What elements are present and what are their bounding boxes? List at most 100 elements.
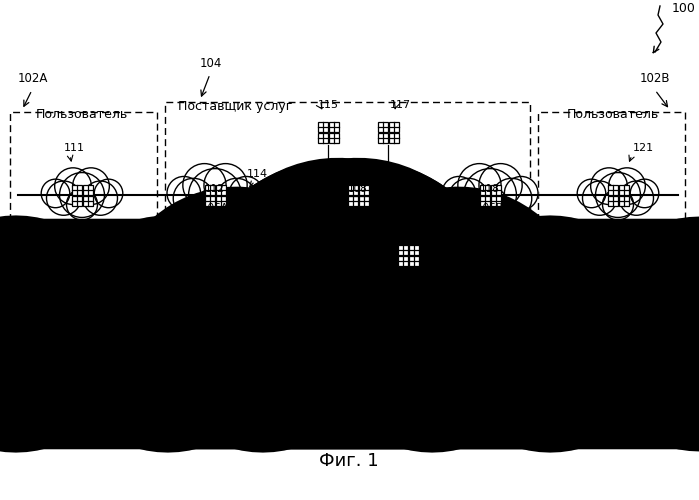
- Text: 117: 117: [390, 100, 411, 110]
- Circle shape: [217, 178, 257, 218]
- Text: Доступ: Доступ: [192, 228, 238, 241]
- Bar: [607, 184, 617, 194]
- Text: Домен
оператора: Домен оператора: [193, 338, 255, 360]
- Text: 121: 121: [633, 143, 654, 153]
- Bar: [398, 256, 408, 266]
- Bar: [329, 122, 338, 132]
- Text: 100: 100: [672, 2, 696, 15]
- Text: 102B: 102B: [640, 72, 670, 85]
- Bar: [82, 196, 92, 205]
- Text: 105: 105: [437, 300, 459, 313]
- Bar: [491, 196, 500, 205]
- Text: Базовая: Базовая: [331, 233, 384, 246]
- Circle shape: [596, 172, 640, 218]
- Bar: [408, 256, 419, 266]
- Bar: [71, 184, 82, 194]
- Text: 119: 119: [412, 271, 433, 281]
- Bar: [480, 196, 489, 205]
- Bar: [82, 184, 92, 194]
- Text: 104: 104: [200, 57, 222, 70]
- Text: Доступ: Доступ: [466, 228, 514, 241]
- Bar: [619, 184, 628, 194]
- Bar: [347, 184, 357, 194]
- Bar: [347, 196, 357, 205]
- Circle shape: [196, 188, 233, 224]
- Bar: [329, 132, 338, 142]
- Text: 102A: 102A: [18, 72, 48, 85]
- Bar: [619, 196, 628, 205]
- Circle shape: [472, 188, 508, 224]
- Text: 108: 108: [348, 184, 368, 194]
- Bar: [10, 112, 157, 272]
- Bar: [538, 112, 685, 272]
- Circle shape: [338, 187, 378, 227]
- Circle shape: [505, 176, 538, 210]
- Bar: [359, 184, 368, 194]
- Circle shape: [619, 181, 654, 216]
- Circle shape: [167, 176, 201, 210]
- Bar: [377, 122, 387, 132]
- Bar: [215, 196, 226, 205]
- Bar: [317, 132, 328, 142]
- Circle shape: [312, 177, 356, 221]
- Circle shape: [591, 168, 628, 204]
- Circle shape: [359, 177, 404, 221]
- Bar: [205, 184, 215, 194]
- Text: Домен  оператора: Домен оператора: [305, 338, 412, 348]
- Text: 115: 115: [318, 100, 339, 110]
- Circle shape: [204, 164, 247, 207]
- Text: Домен
оператора: Домен оператора: [451, 338, 513, 360]
- Text: 106A: 106A: [201, 203, 229, 213]
- Bar: [359, 196, 368, 205]
- Circle shape: [94, 179, 123, 208]
- Circle shape: [323, 160, 370, 208]
- Text: Пользовательский домен: Пользовательский домен: [310, 283, 470, 296]
- Circle shape: [329, 166, 387, 224]
- Bar: [408, 244, 419, 254]
- Circle shape: [448, 178, 489, 218]
- Text: Поставщик услуг: Поставщик услуг: [178, 100, 292, 113]
- Circle shape: [305, 174, 342, 212]
- Circle shape: [66, 189, 97, 220]
- Bar: [165, 102, 530, 302]
- Bar: [607, 196, 617, 205]
- Circle shape: [603, 189, 633, 220]
- Circle shape: [479, 164, 522, 207]
- Circle shape: [630, 179, 658, 208]
- Circle shape: [491, 178, 532, 218]
- Circle shape: [609, 168, 645, 204]
- Text: 107A: 107A: [209, 366, 239, 379]
- Bar: [389, 122, 398, 132]
- Bar: [389, 132, 398, 142]
- Text: 118: 118: [480, 184, 500, 194]
- Text: Пользователь: Пользователь: [567, 108, 659, 121]
- Circle shape: [183, 164, 226, 207]
- Bar: [491, 184, 500, 194]
- Text: 107B: 107B: [467, 366, 497, 379]
- Circle shape: [463, 168, 517, 222]
- Circle shape: [189, 168, 241, 222]
- Text: 111: 111: [64, 143, 85, 153]
- Circle shape: [73, 168, 109, 204]
- Circle shape: [442, 176, 475, 210]
- Circle shape: [173, 178, 214, 218]
- Bar: [480, 184, 489, 194]
- Bar: [317, 122, 328, 132]
- Bar: [71, 196, 82, 205]
- Bar: [205, 196, 215, 205]
- Circle shape: [229, 176, 263, 210]
- Circle shape: [59, 172, 104, 218]
- Text: Пользователь: Пользователь: [36, 108, 128, 121]
- Circle shape: [582, 181, 617, 216]
- Text: 107C: 107C: [344, 354, 374, 367]
- Text: Фиг. 1: Фиг. 1: [319, 452, 379, 470]
- Circle shape: [83, 181, 117, 216]
- Circle shape: [47, 181, 81, 216]
- Bar: [398, 244, 408, 254]
- Circle shape: [55, 168, 92, 204]
- Circle shape: [346, 160, 394, 208]
- Text: 112: 112: [205, 184, 225, 194]
- Text: 114: 114: [247, 169, 268, 179]
- Circle shape: [41, 179, 70, 208]
- Bar: [215, 184, 226, 194]
